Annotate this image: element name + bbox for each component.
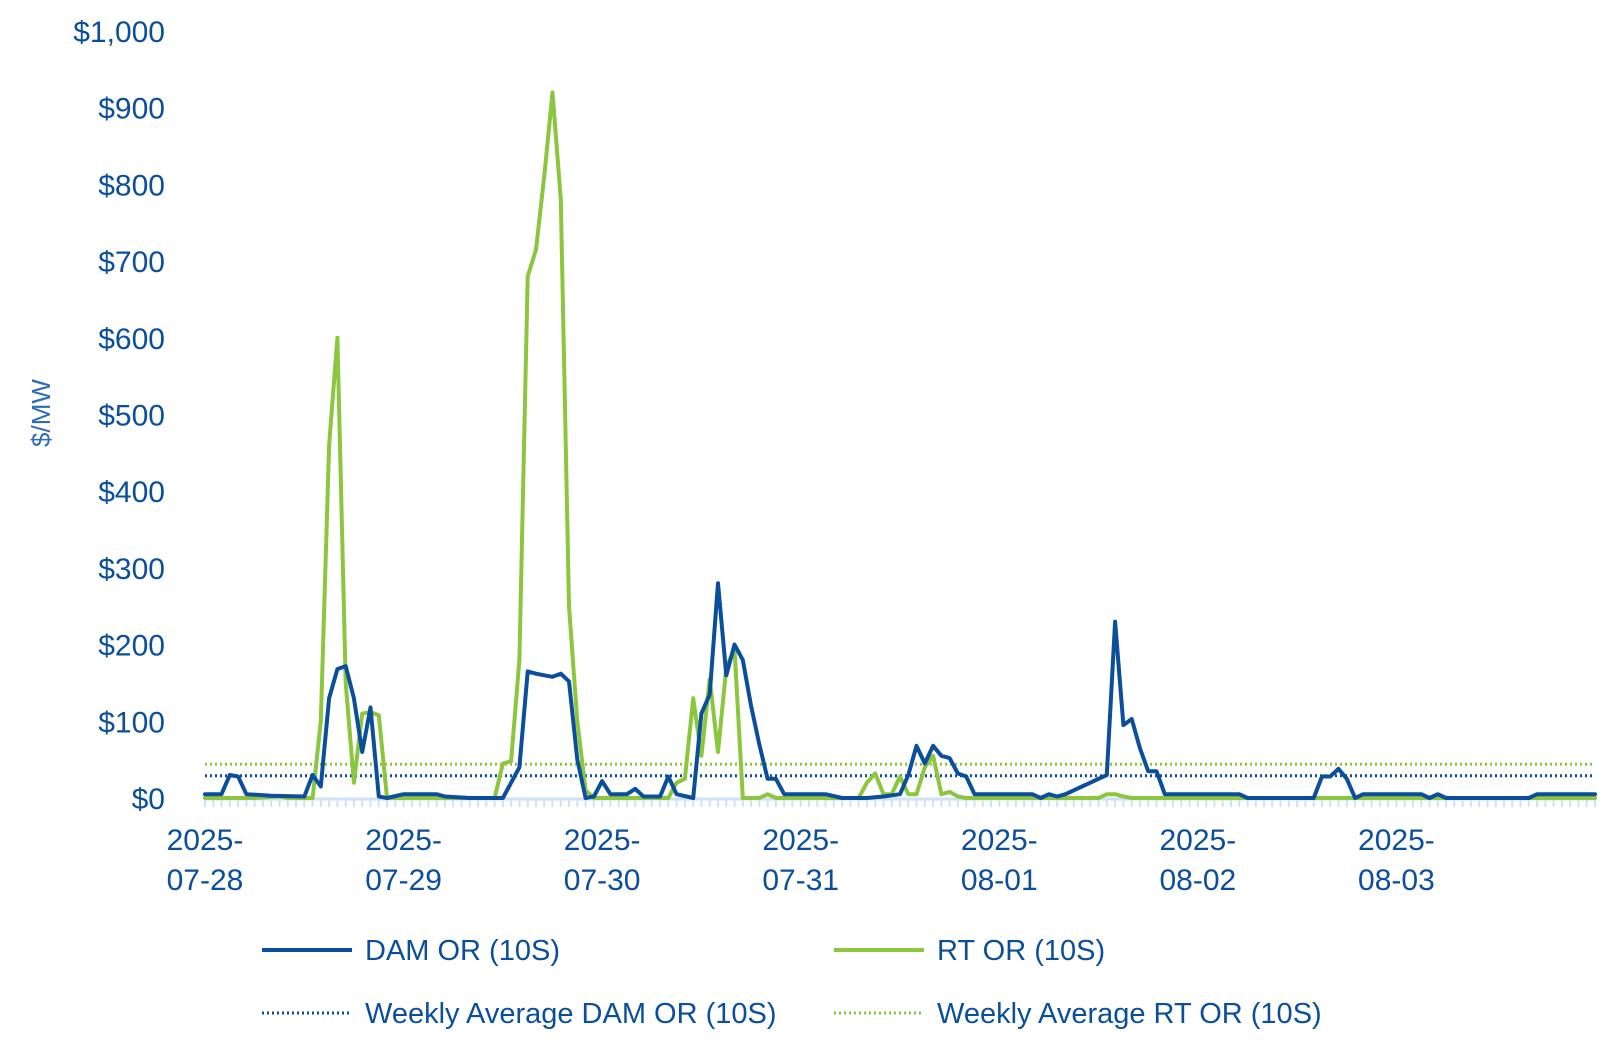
y-tick-label: $400 (98, 476, 165, 509)
series-line-rt (203, 90, 1597, 800)
x-tick-label: 2025-07-29 (365, 824, 442, 897)
x-tick-label: 2025-08-03 (1358, 824, 1435, 897)
y-tick-label: $700 (98, 246, 165, 279)
x-axis: 2025-07-28 2025-07-29 2025-07-30 2025-07-31… (167, 797, 1596, 897)
legend-label: RT OR (10S) (937, 935, 1105, 967)
legend-label: Weekly Average DAM OR (10S) (365, 998, 777, 1030)
y-tick-label: $600 (98, 323, 165, 356)
y-tick-label: $800 (98, 169, 165, 202)
series-layer (203, 90, 1597, 800)
y-axis-title: $/MW (26, 379, 56, 447)
x-tick-label: 2025-07-30 (564, 824, 641, 897)
y-tick-label: $1,000 (73, 16, 165, 49)
series-line-dam (203, 581, 1597, 800)
legend: DAM OR (10S) RT OR (10S) Weekly Average DA… (262, 935, 1322, 1030)
y-tick-label: $300 (98, 553, 165, 586)
y-tick-label: $100 (98, 706, 165, 739)
y-tick-label: $0 (132, 783, 165, 816)
legend-label: Weekly Average RT OR (10S) (937, 998, 1322, 1030)
x-tick-label: 2025-07-28 (167, 824, 244, 897)
x-tick-label: 2025-08-01 (961, 824, 1038, 897)
y-axis: $0 $100 $200 $300 $400 $500 $600 $700 $800 $900 $1… (73, 16, 165, 816)
y-tick-label: $200 (98, 630, 165, 663)
legend-label: DAM OR (10S) (365, 935, 560, 967)
x-tick-label: 2025-07-31 (762, 824, 839, 897)
x-tick-label: 2025-08-02 (1159, 824, 1236, 897)
y-tick-label: $900 (98, 93, 165, 126)
y-tick-label: $500 (98, 400, 165, 433)
